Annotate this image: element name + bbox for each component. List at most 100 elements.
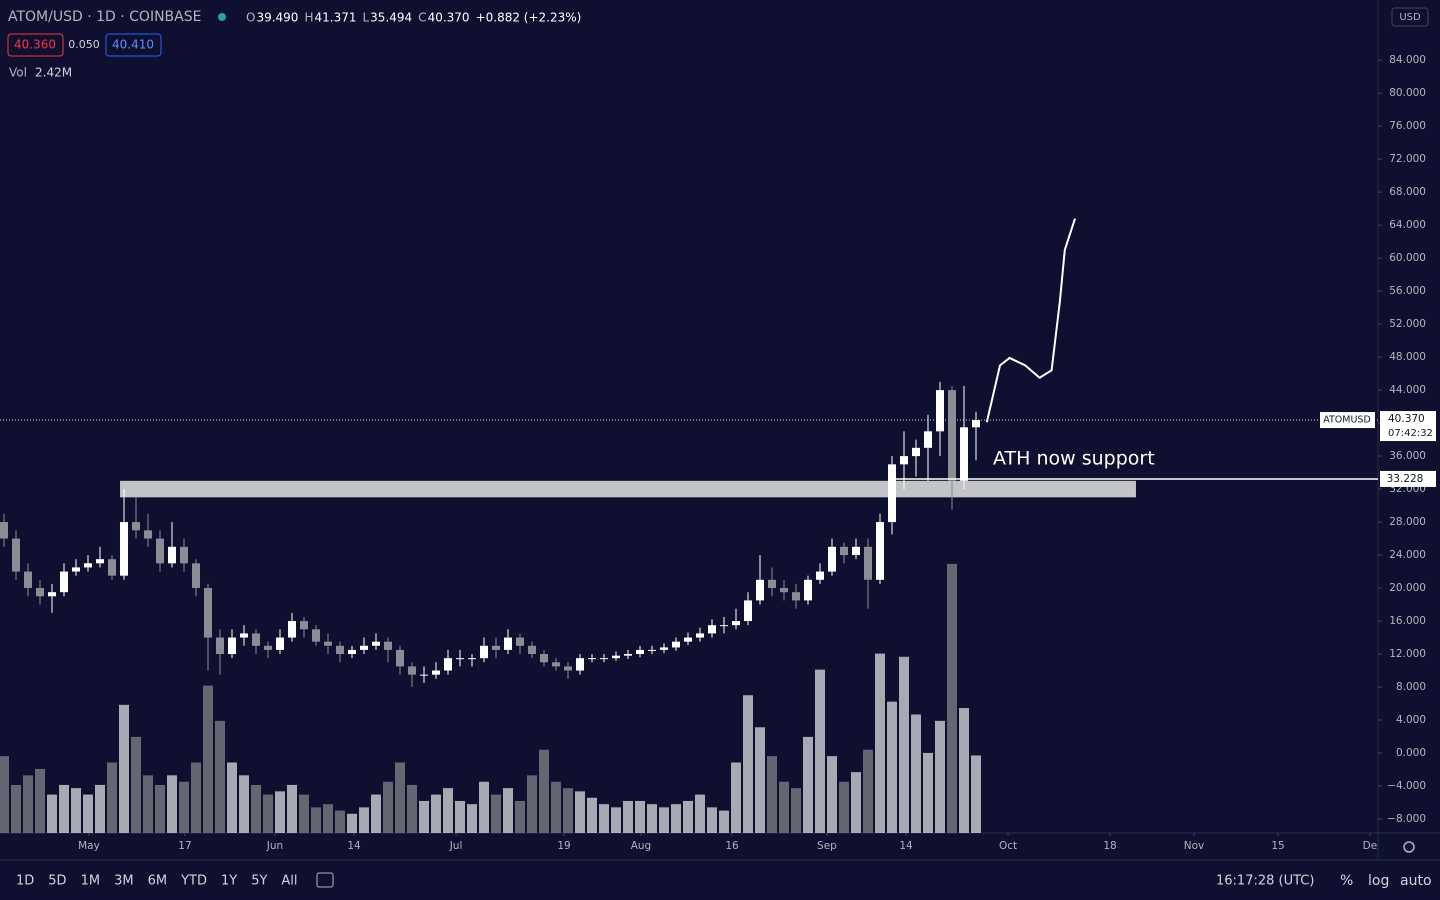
- volume-bar: [346, 813, 357, 833]
- y-tick-label: 76.000: [1389, 120, 1426, 132]
- currency[interactable]: USD: [1399, 12, 1421, 23]
- candle-body: [539, 654, 548, 663]
- settings-icon[interactable]: [1403, 841, 1415, 853]
- candle-body: [491, 645, 500, 650]
- volume-bar: [454, 800, 465, 833]
- range-button[interactable]: 5Y: [251, 874, 267, 889]
- scale-option[interactable]: %: [1340, 873, 1353, 889]
- scale-option[interactable]: log: [1368, 873, 1389, 889]
- candle-body: [827, 546, 836, 572]
- candle-body: [359, 645, 368, 650]
- x-tick-label: 19: [557, 840, 570, 852]
- volume-bar: [802, 736, 813, 833]
- volume-bar: [502, 788, 513, 833]
- last-price-label: 40.370: [1388, 413, 1425, 425]
- volume-bar: [250, 784, 261, 833]
- scale-option[interactable]: auto: [1400, 873, 1432, 889]
- volume-bar: [70, 788, 81, 833]
- volume-bar: [382, 781, 393, 833]
- candle-body: [623, 654, 632, 656]
- candle-body: [455, 658, 464, 660]
- date-range-icon[interactable]: [316, 872, 334, 888]
- volume-bar: [910, 714, 921, 833]
- clock: 16:17:28 (UTC): [1216, 874, 1314, 889]
- y-tick-label: 36.000: [1389, 450, 1426, 462]
- range-button[interactable]: 5D: [48, 874, 66, 889]
- volume-bar: [778, 781, 789, 833]
- candle-body: [779, 588, 788, 593]
- candle-body: [143, 530, 152, 539]
- candle-body: [659, 647, 668, 650]
- volume-bar: [946, 563, 957, 833]
- y-tick-label: −8.000: [1387, 813, 1426, 825]
- candle-body: [431, 670, 440, 675]
- symbol[interactable]: ATOM/USD · 1D · COINBASE: [8, 9, 201, 25]
- candle-body: [191, 563, 200, 589]
- volume-bar: [106, 762, 117, 833]
- ohlc-value: 39.490: [256, 11, 298, 25]
- change: +0.882 (+2.23%): [476, 11, 582, 25]
- candle-body: [911, 447, 920, 457]
- range-button[interactable]: YTD: [180, 874, 207, 889]
- volume-bar: [850, 772, 861, 833]
- candle-body: [635, 649, 644, 655]
- range-button[interactable]: 6M: [148, 874, 168, 889]
- candle-body: [839, 546, 848, 556]
- candle-body: [0, 522, 8, 539]
- candle-body: [179, 546, 188, 564]
- support-label-box: [1380, 470, 1436, 487]
- bid[interactable]: 40.360: [14, 38, 56, 52]
- x-tick-label: Oct: [999, 840, 1017, 852]
- candle-body: [251, 633, 260, 646]
- volume-bar: [214, 720, 225, 833]
- support-zone: [120, 480, 1136, 498]
- candle-body: [407, 666, 416, 675]
- x-tick-label: De: [1363, 840, 1378, 852]
- currency-box[interactable]: [1391, 7, 1429, 27]
- volume-bar: [466, 804, 477, 833]
- y-tick-label: 84.000: [1389, 54, 1426, 66]
- candle-body: [575, 658, 584, 671]
- candle-body: [647, 649, 656, 651]
- y-tick-label: 48.000: [1389, 351, 1426, 363]
- range-button[interactable]: 1D: [16, 874, 34, 889]
- candle-body: [815, 571, 824, 580]
- range-button[interactable]: 3M: [114, 874, 134, 889]
- volume-bar: [118, 704, 129, 833]
- candle-body: [107, 559, 116, 576]
- volume-bar: [94, 784, 105, 833]
- candle-body: [263, 645, 272, 650]
- candle-body: [203, 588, 212, 638]
- y-tick-label: 72.000: [1389, 153, 1426, 165]
- candle-body: [923, 431, 932, 448]
- candle-body: [899, 456, 908, 465]
- candle-body: [395, 649, 404, 667]
- range-button[interactable]: 1M: [81, 874, 101, 889]
- candle-body: [479, 645, 488, 659]
- candle-body: [119, 522, 128, 576]
- x-tick-label: May: [78, 840, 100, 852]
- candle-body: [671, 641, 680, 648]
- y-tick-label: 8.000: [1396, 681, 1426, 693]
- status-dot: [218, 13, 226, 21]
- candle-body: [383, 641, 392, 650]
- ask-box[interactable]: [105, 33, 162, 57]
- candle-body: [443, 658, 452, 671]
- volume-bar: [142, 775, 153, 833]
- volume-bar: [370, 794, 381, 833]
- range-button[interactable]: 1Y: [221, 874, 237, 889]
- bid-box[interactable]: [7, 33, 64, 57]
- candle-body: [695, 633, 704, 638]
- countdown: 07:42:32: [1388, 428, 1433, 439]
- x-tick-label: Nov: [1184, 840, 1205, 852]
- volume-value: 2.42M: [35, 66, 72, 80]
- candle-body: [299, 621, 308, 630]
- range-button[interactable]: All: [281, 874, 297, 889]
- candle-body: [803, 579, 812, 601]
- x-tick-label: 17: [178, 840, 191, 852]
- ask[interactable]: 40.410: [112, 38, 154, 52]
- support-label: 33.228: [1387, 473, 1424, 485]
- volume-bar: [706, 807, 717, 833]
